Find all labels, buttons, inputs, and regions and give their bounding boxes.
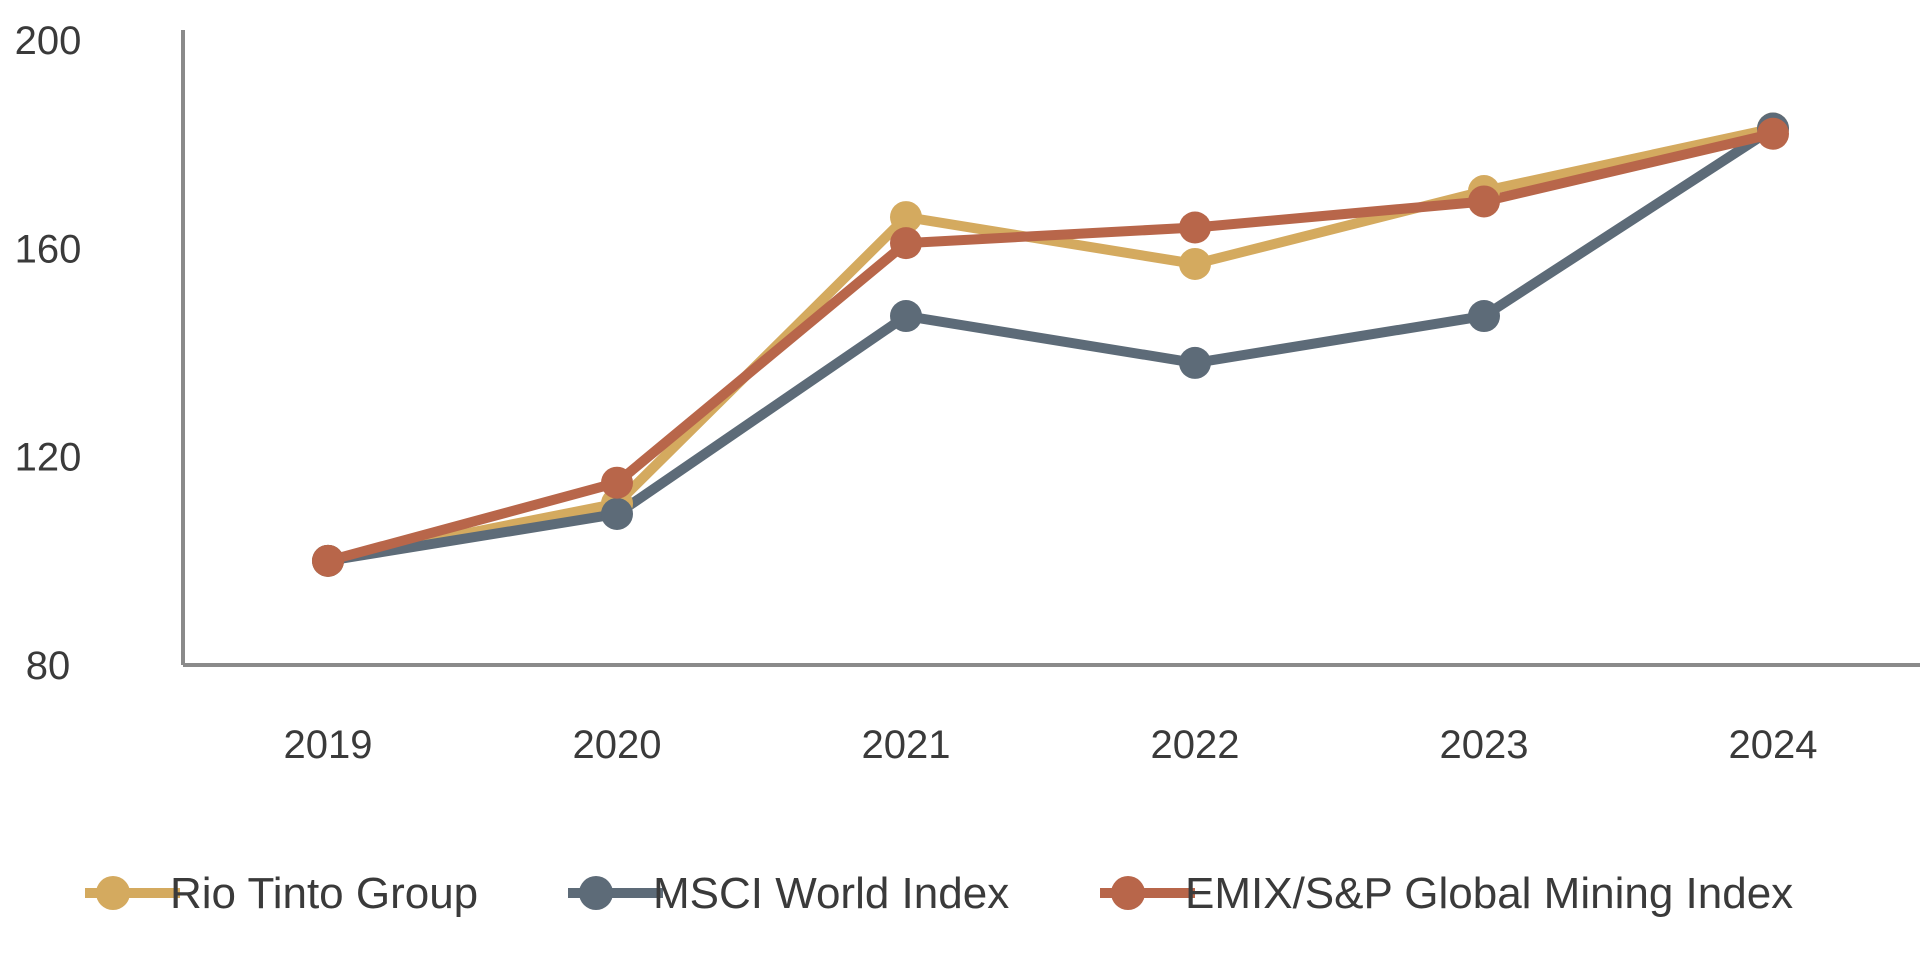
legend-dot-marker (96, 876, 130, 910)
legend-item: Rio Tinto Group (85, 869, 478, 918)
data-point (1179, 247, 1211, 280)
series-line-msci-world-index (327, 124, 1776, 566)
legend-item: EMIX/S&P Global Mining Index (1100, 869, 1793, 918)
data-point (1757, 117, 1789, 150)
data-point (1179, 346, 1211, 379)
data-point (890, 300, 922, 333)
x-tick-label: 2019 (284, 723, 373, 767)
axes (181, 30, 1920, 667)
x-tick-labels: 2019 2020 2021 2022 2023 2024 (284, 723, 1818, 767)
series-points-emix-s-p-global-mining-index (312, 117, 1789, 577)
legend-item: MSCI World Index (568, 869, 1009, 918)
x-tick-label: 2024 (1729, 723, 1818, 767)
legend-dot-marker (1111, 876, 1145, 910)
y-tick-label: 200 (15, 19, 82, 63)
x-tick-label: 2022 (1151, 723, 1240, 767)
x-tick-label: 2020 (573, 723, 662, 767)
series-line-rio-tinto-group (327, 123, 1775, 566)
legend-dot-marker (579, 876, 613, 910)
y-tick-labels: 80 120 160 200 (15, 19, 82, 688)
y-tick-label: 80 (26, 644, 71, 688)
x-tick-label: 2023 (1440, 723, 1529, 767)
series-line-emix-s-p-global-mining-index (326, 128, 1775, 566)
data-point (1468, 300, 1500, 333)
data-point (890, 227, 922, 260)
data-point (890, 201, 922, 234)
y-tick-label: 120 (15, 436, 82, 480)
data-point (601, 466, 633, 499)
data-point (601, 497, 633, 530)
data-point (1179, 211, 1211, 244)
legend-label: Rio Tinto Group (170, 869, 478, 918)
data-point (1468, 185, 1500, 218)
legend-label: EMIX/S&P Global Mining Index (1185, 869, 1793, 918)
legend: Rio Tinto Group MSCI World Index EMIX/S&P … (85, 869, 1793, 918)
legend-label: MSCI World Index (653, 869, 1009, 918)
data-point (312, 544, 344, 577)
series-points (312, 112, 1789, 577)
x-tick-label: 2021 (862, 723, 951, 767)
y-tick-label: 160 (15, 227, 82, 271)
series-lines (326, 123, 1776, 566)
